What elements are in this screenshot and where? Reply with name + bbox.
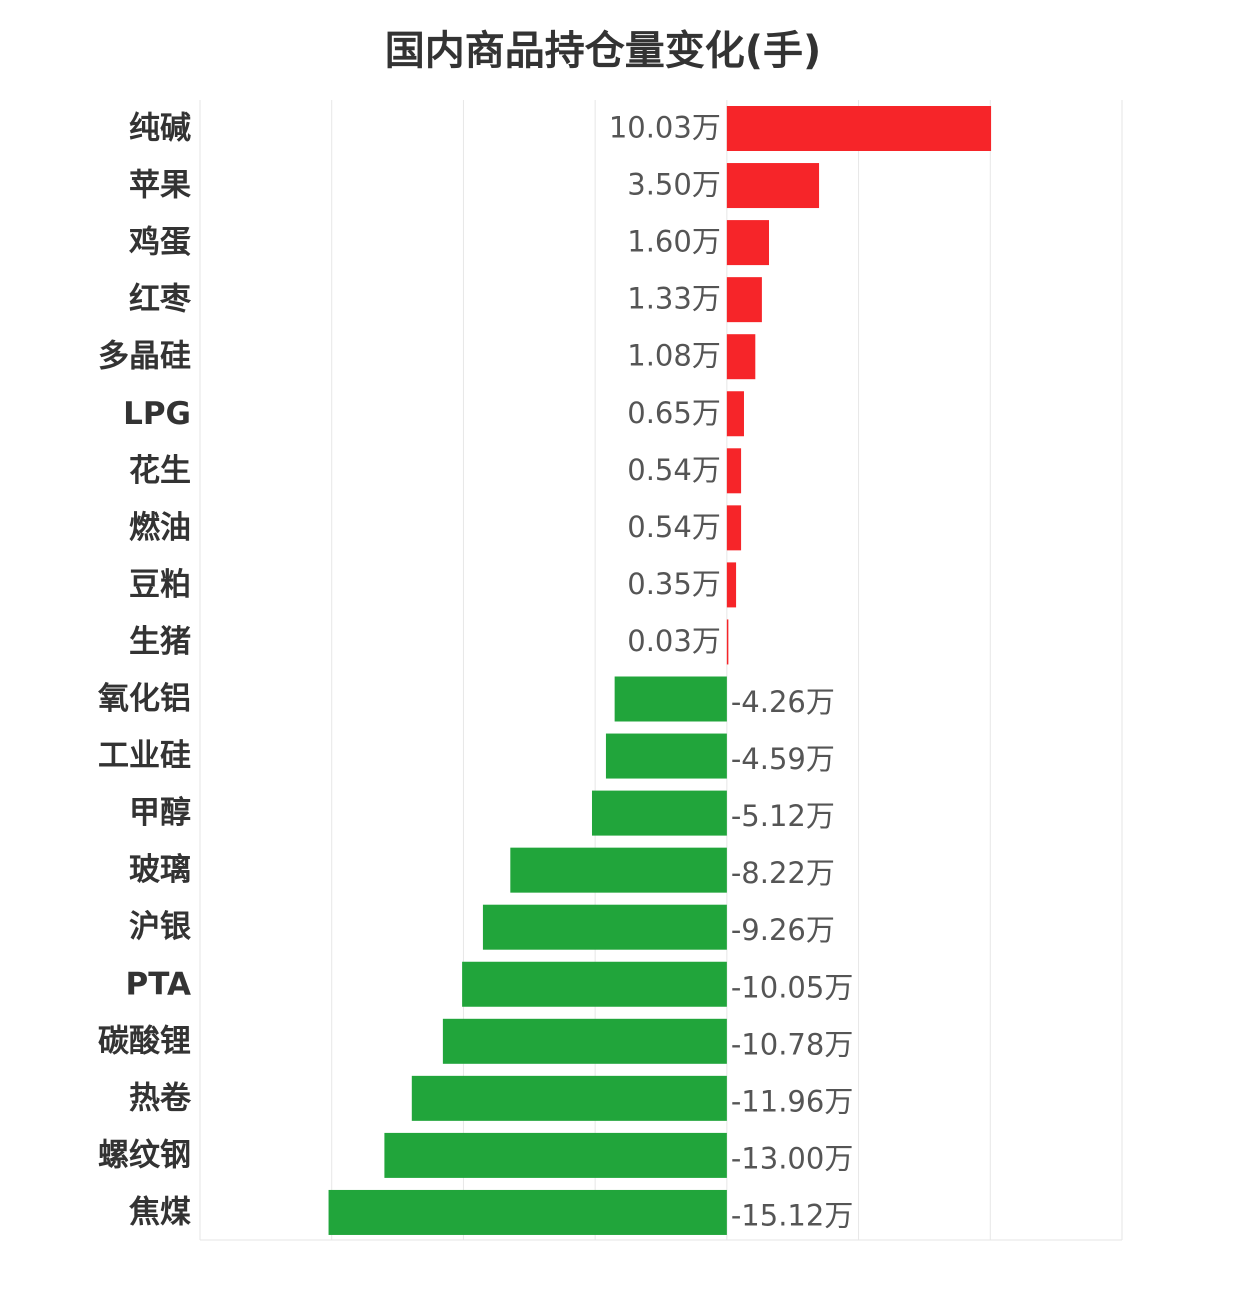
data-label: 3.50万 [627,168,721,202]
grid-lines [199,100,1123,1241]
bars [328,106,992,1235]
chart-title: 国内商品持仓量变化(手) [384,28,822,74]
bar [442,1018,727,1064]
bar [605,733,727,779]
category-label: 红枣 [129,282,192,318]
category-label: 生猪 [129,624,191,660]
bar [726,391,744,437]
data-label: 0.54万 [627,510,721,544]
data-label: 0.03万 [627,624,721,658]
category-label: 氧化铝 [98,681,191,717]
category-label: 螺纹钢 [98,1137,191,1173]
category-label: 燃油 [129,510,191,546]
bar [726,106,992,151]
data-label: 0.65万 [627,396,721,430]
data-label: -10.78万 [731,1027,854,1061]
category-label: 苹果 [129,168,191,204]
bar [462,961,727,1007]
data-label: 10.03万 [609,111,721,145]
data-label: 1.08万 [627,339,721,373]
value-labels: 10.03万 3.50万 1.60万 1.33万 1.08万 0.65万 0.54万 0.54… [609,111,854,1233]
data-label: -5.12万 [731,799,835,833]
bar [726,220,770,266]
category-label: 豆粕 [129,567,191,603]
data-label: 0.54万 [627,453,721,487]
category-label: 花生 [129,453,191,489]
bar [726,163,820,209]
bar [384,1132,727,1178]
data-label: 1.60万 [627,225,721,259]
category-label: LPG [123,396,191,432]
bar [328,1189,727,1235]
bar [726,448,742,494]
bar [482,904,727,950]
bar [614,676,727,722]
data-label: -11.96万 [731,1084,854,1118]
bar [726,619,729,665]
category-label: 沪银 [129,909,191,945]
category-label: 焦煤 [129,1194,191,1230]
bar [726,505,742,551]
bar [591,790,727,836]
category-label: 纯碱 [129,111,191,147]
data-label: -15.12万 [731,1198,854,1232]
category-label: 碳酸锂 [98,1023,191,1059]
data-label: -13.00万 [731,1141,854,1175]
bar [726,334,756,380]
category-label: 多晶硅 [98,339,191,375]
data-label: -4.26万 [731,685,835,719]
data-label: 0.35万 [627,567,721,601]
data-label: 1.33万 [627,282,721,316]
category-label: 工业硅 [98,738,191,774]
bar [411,1075,727,1121]
data-label: -10.05万 [731,970,854,1004]
category-label: 鸡蛋 [128,225,191,261]
data-label: -8.22万 [731,856,835,890]
category-label: PTA [126,966,191,1002]
data-label: -4.59万 [731,742,835,776]
bar [510,847,727,893]
data-label: -9.26万 [731,913,835,947]
category-label: 甲醇 [129,795,191,831]
category-label: 玻璃 [129,852,191,888]
bar [726,562,737,608]
bar [726,277,762,323]
category-label: 热卷 [129,1080,192,1116]
